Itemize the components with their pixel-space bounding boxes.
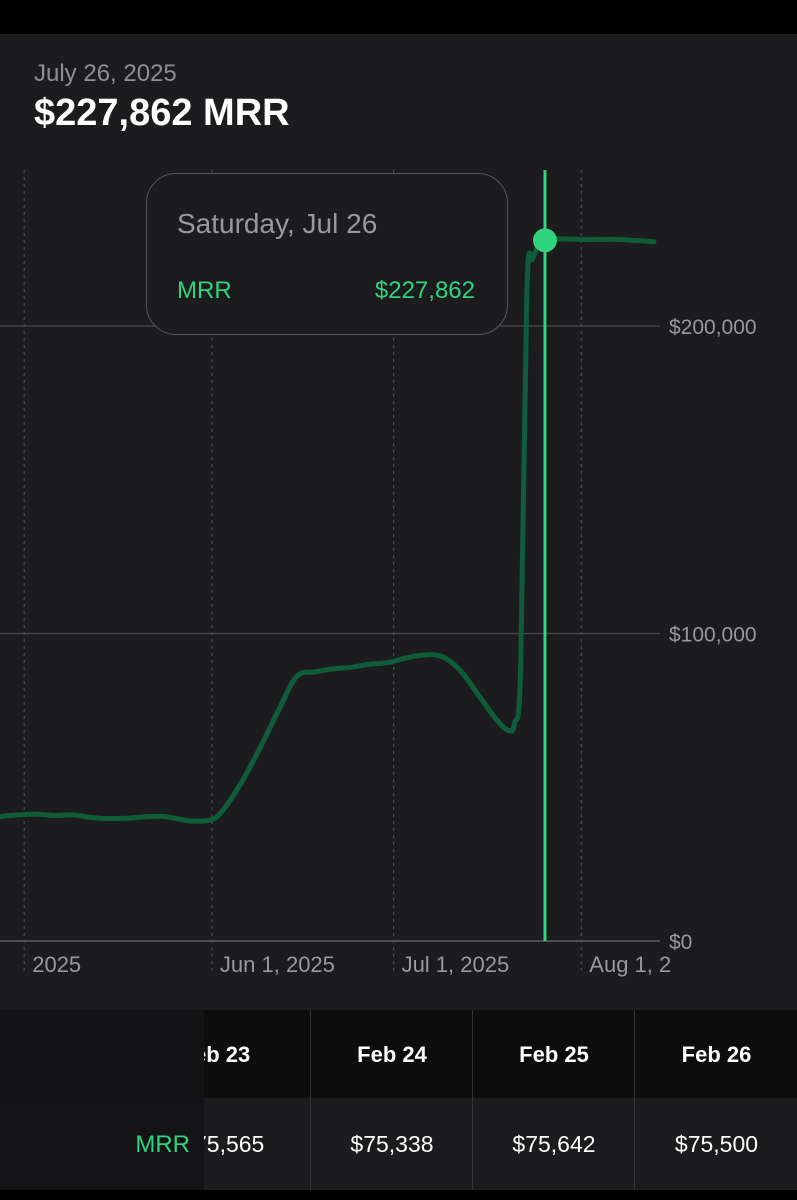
mrr-line-chart[interactable]: $0 $100,000 $200,000 2025 Jun 1, 2025 Jul 1, … <box>0 0 797 1010</box>
row-label-mrr: MRR <box>135 1131 190 1158</box>
x-tick-label: Jun 1, 2025 <box>220 952 335 977</box>
x-tick-label: Jul 1, 2025 <box>402 952 510 977</box>
table-column-feb-24: Feb 24 $75,338 <box>310 1010 473 1190</box>
y-tick-label: $100,000 <box>669 624 757 647</box>
tooltip-series-value: $227,862 <box>374 277 475 304</box>
table-cell: $75,338 <box>350 1131 434 1157</box>
table-column-feb-26: Feb 26 $75,500 <box>634 1010 797 1190</box>
table-column-feb-25: Feb 25 $75,642 <box>472 1010 635 1190</box>
column-header: Feb 24 <box>357 1042 427 1067</box>
tooltip-day: Saturday, Jul 26 <box>177 208 378 239</box>
table-cell: $75,642 <box>512 1131 596 1157</box>
column-header: Feb 25 <box>519 1042 589 1067</box>
table-column-feb-23: eb 23 75,565 <box>204 1010 310 1190</box>
x-tick-label: 2025 <box>32 952 81 977</box>
series-line-mrr <box>0 235 657 824</box>
chart-tooltip: Saturday, Jul 26 MRR $227,862 <box>146 173 508 335</box>
y-tick-label: $0 <box>669 931 692 954</box>
tooltip-series-label: MRR <box>177 277 232 304</box>
row-label-column: MRR <box>0 1010 204 1190</box>
table-cell: 75,565 <box>204 1131 265 1157</box>
column-header: Feb 26 <box>681 1042 752 1067</box>
selected-data-point <box>532 228 557 253</box>
x-tick-label: Aug 1, 2 <box>589 952 671 977</box>
header-date: July 26, 2025 <box>34 60 177 87</box>
header-mrr-value: $227,862 MRR <box>34 92 290 134</box>
table-cell: $75,500 <box>674 1131 759 1157</box>
mrr-table[interactable]: MRR eb 23 75,565 Feb 24 $75,338 Feb 25 $… <box>0 1010 797 1190</box>
column-header: eb 23 <box>204 1042 251 1067</box>
y-tick-label: $200,000 <box>669 316 757 339</box>
